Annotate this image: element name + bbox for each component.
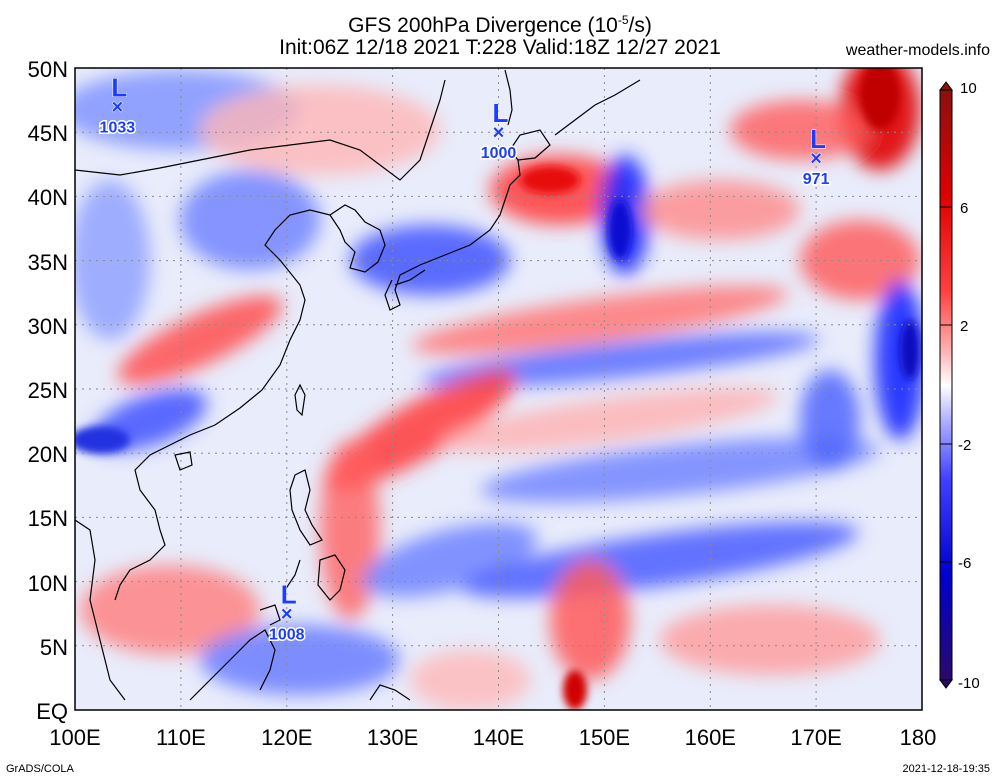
lat-label: EQ [36, 699, 68, 724]
lon-label: 100E [49, 725, 100, 750]
lon-label: 120E [261, 725, 312, 750]
lat-label: 5N [40, 635, 68, 660]
lon-label: 180 [900, 725, 937, 750]
lon-label: 160E [685, 725, 736, 750]
colorbar-label: 6 [960, 200, 968, 217]
colorbar-label: -10 [958, 675, 980, 692]
lat-label: 45N [28, 121, 68, 146]
low-marker: L×1000 [479, 98, 518, 164]
lon-label: 170E [790, 725, 841, 750]
footer-credit: GrADS/COLA [6, 763, 74, 775]
site-credit: weather-models.info [845, 42, 990, 59]
lon-label: 130E [367, 725, 418, 750]
lat-label: 20N [28, 442, 68, 467]
low-letter: L [493, 98, 509, 128]
low-pressure-value: 1000 [481, 145, 517, 162]
divergence-field [75, 68, 922, 710]
lat-label: 50N [28, 57, 68, 82]
colorbar-label: 2 [960, 318, 968, 335]
colorbar-bottom-arrow [939, 679, 953, 689]
lat-label: 15N [28, 506, 68, 531]
lat-label: 30N [28, 314, 68, 339]
lat-label: 35N [28, 250, 68, 275]
low-center-x-icon: × [112, 97, 124, 119]
low-center-x-icon: × [281, 604, 293, 626]
colorbar-label: -2 [958, 437, 971, 454]
lon-labels: 100E 110E 120E 130E 140E 150E 160E 170E … [49, 725, 936, 750]
low-pressure-value: 1008 [269, 627, 305, 644]
low-letter: L [810, 124, 826, 154]
coastlines [75, 69, 641, 701]
low-marker: L×971 [801, 123, 831, 189]
colorbar-label: 10 [960, 80, 977, 97]
lat-labels: 50N 45N 40N 35N 30N 25N 20N 15N 10N 5N E… [28, 57, 68, 724]
map-frame [74, 67, 923, 711]
lon-label: 150E [579, 725, 630, 750]
lat-label: 25N [28, 378, 68, 403]
lon-label: 140E [473, 725, 524, 750]
chart-subtitle: Init:06Z 12/18 2021 T:228 Valid:18Z 12/2… [279, 36, 721, 59]
footer-timestamp: 2021-12-18-19:35 [902, 763, 990, 775]
low-center-x-icon: × [493, 122, 505, 144]
colorbar-scale [939, 89, 953, 681]
low-letter: L [111, 73, 127, 103]
low-marker: L×1008 [267, 579, 306, 645]
low-pressure-value: 971 [803, 171, 830, 188]
lat-label: 40N [28, 185, 68, 210]
colorbar-label: -6 [958, 555, 971, 572]
chart-title: GFS 200hPa Divergence (10-5/s) [348, 13, 652, 37]
lat-label: 10N [28, 571, 68, 596]
colorbar-top-arrow [939, 81, 953, 91]
low-letter: L [281, 580, 297, 610]
low-marker: L×1033 [98, 72, 137, 138]
colorbar: 10 6 2 -2 -6 -10 [939, 80, 980, 692]
lon-label: 110E [156, 725, 206, 750]
low-center-x-icon: × [810, 148, 822, 170]
low-pressure-value: 1033 [100, 120, 136, 137]
